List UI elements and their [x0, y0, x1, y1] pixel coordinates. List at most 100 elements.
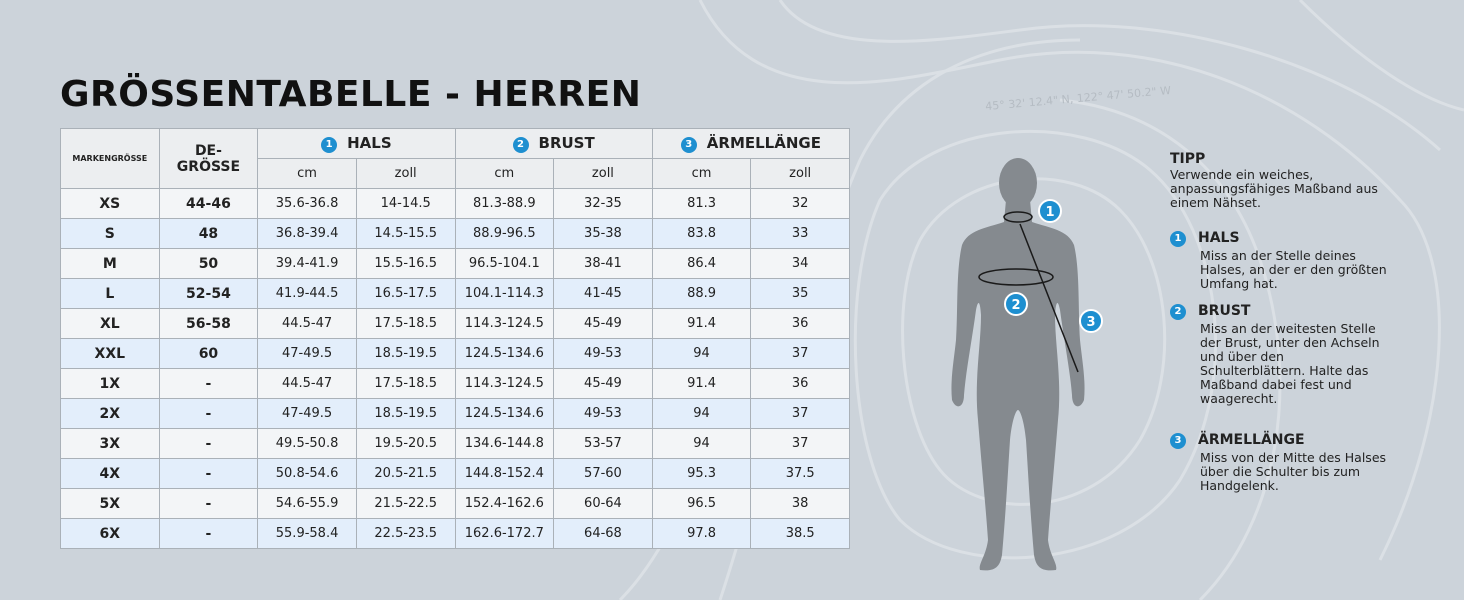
table-cell: 6X — [60, 518, 160, 549]
table-cell: S — [60, 218, 160, 249]
table-cell: XXL — [60, 338, 160, 369]
table-cell: 52-54 — [158, 278, 259, 309]
table-cell: - — [158, 488, 259, 519]
table-cell: 88.9-96.5 — [454, 218, 555, 249]
table-row: 5X -54.6-55.9 21.5-22.5 152.4-162.6 60-64 96.… — [60, 488, 850, 519]
table-cell: 36 — [750, 308, 850, 339]
table-cell: 152.4-162.6 — [454, 488, 555, 519]
table-cell: 4X — [60, 458, 160, 489]
table-cell: 49-53 — [553, 398, 653, 429]
tip-item-text: Miss von der Mitte des Halses über die S… — [1200, 450, 1387, 493]
table-cell: 19.5-20.5 — [355, 428, 456, 459]
unit-cell: zoll — [355, 158, 456, 189]
header-text: ÄRMELLÄNGE — [706, 134, 821, 152]
tip-item: 3 ÄRMELLÄNGE Miss von der Mitte des Halse… — [1170, 433, 1390, 493]
table-cell: 20.5-21.5 — [355, 458, 456, 489]
table-cell: 32-35 — [553, 188, 653, 219]
table-cell: 94 — [651, 428, 752, 459]
table-cell: 64-68 — [553, 518, 653, 549]
marker-number: 1 — [1045, 205, 1054, 220]
header-cell: DE-GRÖSSE — [158, 128, 259, 189]
table-cell: - — [158, 458, 259, 489]
tip-item: 1 HALS Miss an der Stelle deines Halses, … — [1170, 231, 1390, 291]
table-cell: XL — [60, 308, 160, 339]
marker-circle — [1079, 309, 1103, 333]
tip-item-title: ÄRMELLÄNGE — [1198, 432, 1305, 448]
table-cell: 162.6-172.7 — [454, 518, 555, 549]
table-cell: 3X — [60, 428, 160, 459]
number-badge: 2 — [1170, 304, 1186, 320]
header-text: HALS — [347, 134, 392, 152]
table-cell: 96.5 — [651, 488, 752, 519]
table-row: 1X -44.5-47 17.5-18.5 114.3-124.5 45-49 91.4 3… — [60, 368, 850, 399]
table-cell: 21.5-22.5 — [355, 488, 456, 519]
table-row: 3X -49.5-50.8 19.5-20.5 134.6-144.8 53-57 94 3… — [60, 428, 850, 459]
table-cell: 37 — [750, 338, 850, 369]
table-cell: 47-49.5 — [257, 398, 357, 429]
table-cell: 104.1-114.3 — [454, 278, 555, 309]
table-cell: 114.3-124.5 — [454, 368, 555, 399]
table-cell: 55.9-58.4 — [257, 518, 357, 549]
number-badge: 3 — [680, 137, 697, 153]
table-cell: 44.5-47 — [257, 368, 357, 399]
table-cell: 54.6-55.9 — [257, 488, 357, 519]
table-row: S 48 36.8-39.4 14.5-15.5 88.9-96.5 35-38 83.8 3… — [60, 218, 850, 249]
table-cell: 96.5-104.1 — [454, 248, 555, 279]
table-body: XS 44-46 35.6-36.8 14-14.5 81.3-88.9 32-35 81.… — [60, 188, 850, 549]
table-cell: 37 — [750, 398, 850, 429]
units-row: cm zoll cm zoll cm zoll — [61, 158, 850, 189]
size-table: MARKENGRÖSSE DE-GRÖSSE 1 HALS 2 BRUST 3 ÄRM… — [60, 128, 851, 549]
number-badge: 2 — [512, 137, 529, 153]
table-cell: 134.6-144.8 — [454, 428, 555, 459]
table-cell: 44-46 — [158, 188, 259, 219]
table-cell: 18.5-19.5 — [355, 338, 456, 369]
table-cell: 38-41 — [553, 248, 653, 279]
table-cell: 36 — [750, 368, 850, 399]
table-cell: 37.5 — [750, 458, 850, 489]
table-cell: 18.5-19.5 — [355, 398, 456, 429]
table-row: XXL 60 47-49.5 18.5-19.5 124.5-134.6 49-53 94 3… — [60, 338, 850, 369]
table-cell: 15.5-16.5 — [355, 248, 456, 279]
table-cell: 41-45 — [553, 278, 653, 309]
table-cell: 49-53 — [553, 338, 653, 369]
unit-cell: zoll — [553, 158, 653, 189]
tip-item-text: Miss an der weitesten Stelle der Brust, … — [1200, 321, 1380, 406]
table-row: 2X -47-49.5 18.5-19.5 124.5-134.6 49-53 94 37 — [60, 398, 850, 429]
title: GRÖSSENTABELLE - HERREN — [60, 74, 642, 115]
table-cell: 83.8 — [651, 218, 752, 249]
table-cell: 124.5-134.6 — [454, 338, 555, 369]
table-cell: 91.4 — [651, 308, 752, 339]
table-cell: 16.5-17.5 — [355, 278, 456, 309]
table-cell: 57-60 — [553, 458, 653, 489]
table-row: XS 44-46 35.6-36.8 14-14.5 81.3-88.9 32-35 81.… — [60, 188, 850, 219]
tip-text: Verwende ein weiches, anpassungsfähiges … — [1170, 167, 1378, 210]
table-cell: - — [158, 428, 259, 459]
unit-cell: zoll — [750, 158, 850, 189]
table-cell: 35 — [750, 278, 850, 309]
table-cell: 34 — [750, 248, 850, 279]
table-cell: 53-57 — [553, 428, 653, 459]
number-badge: 1 — [1170, 231, 1186, 247]
marker-number: 2 — [1011, 298, 1020, 313]
table-cell: 35.6-36.8 — [257, 188, 357, 219]
table-cell: 38 — [750, 488, 850, 519]
header-cell: 1 HALS — [257, 128, 456, 159]
table-cell: 22.5-23.5 — [355, 518, 456, 549]
header-cell: 3 ÄRMELLÄNGE — [651, 128, 851, 159]
tip-title: TIPP — [1170, 151, 1206, 167]
table-cell: 81.3 — [651, 188, 752, 219]
table-cell: 91.4 — [651, 368, 752, 399]
table-cell: 94 — [651, 338, 752, 369]
table-cell: 48 — [158, 218, 259, 249]
table-cell: 14-14.5 — [355, 188, 456, 219]
table-cell: 45-49 — [553, 368, 653, 399]
marker-circle — [1004, 292, 1028, 316]
table-cell: 47-49.5 — [257, 338, 357, 369]
unit-cell: cm — [651, 158, 752, 189]
table-cell: 50.8-54.6 — [257, 458, 357, 489]
table-cell: - — [158, 518, 259, 549]
table-cell: - — [158, 398, 259, 429]
table-cell: XS — [60, 188, 160, 219]
